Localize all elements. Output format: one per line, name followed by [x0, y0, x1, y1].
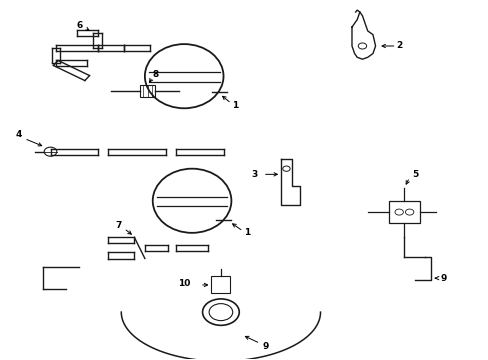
Text: 1: 1 — [232, 100, 238, 109]
Text: 5: 5 — [411, 170, 417, 179]
Text: 6: 6 — [76, 21, 82, 30]
Text: 9: 9 — [440, 274, 446, 283]
Text: 3: 3 — [251, 170, 258, 179]
Text: 10: 10 — [178, 279, 190, 288]
Text: 7: 7 — [115, 221, 122, 230]
Text: 2: 2 — [395, 41, 402, 50]
Text: 9: 9 — [262, 342, 268, 351]
Text: 4: 4 — [16, 130, 22, 139]
Text: 1: 1 — [244, 228, 250, 237]
Text: 8: 8 — [152, 70, 158, 79]
